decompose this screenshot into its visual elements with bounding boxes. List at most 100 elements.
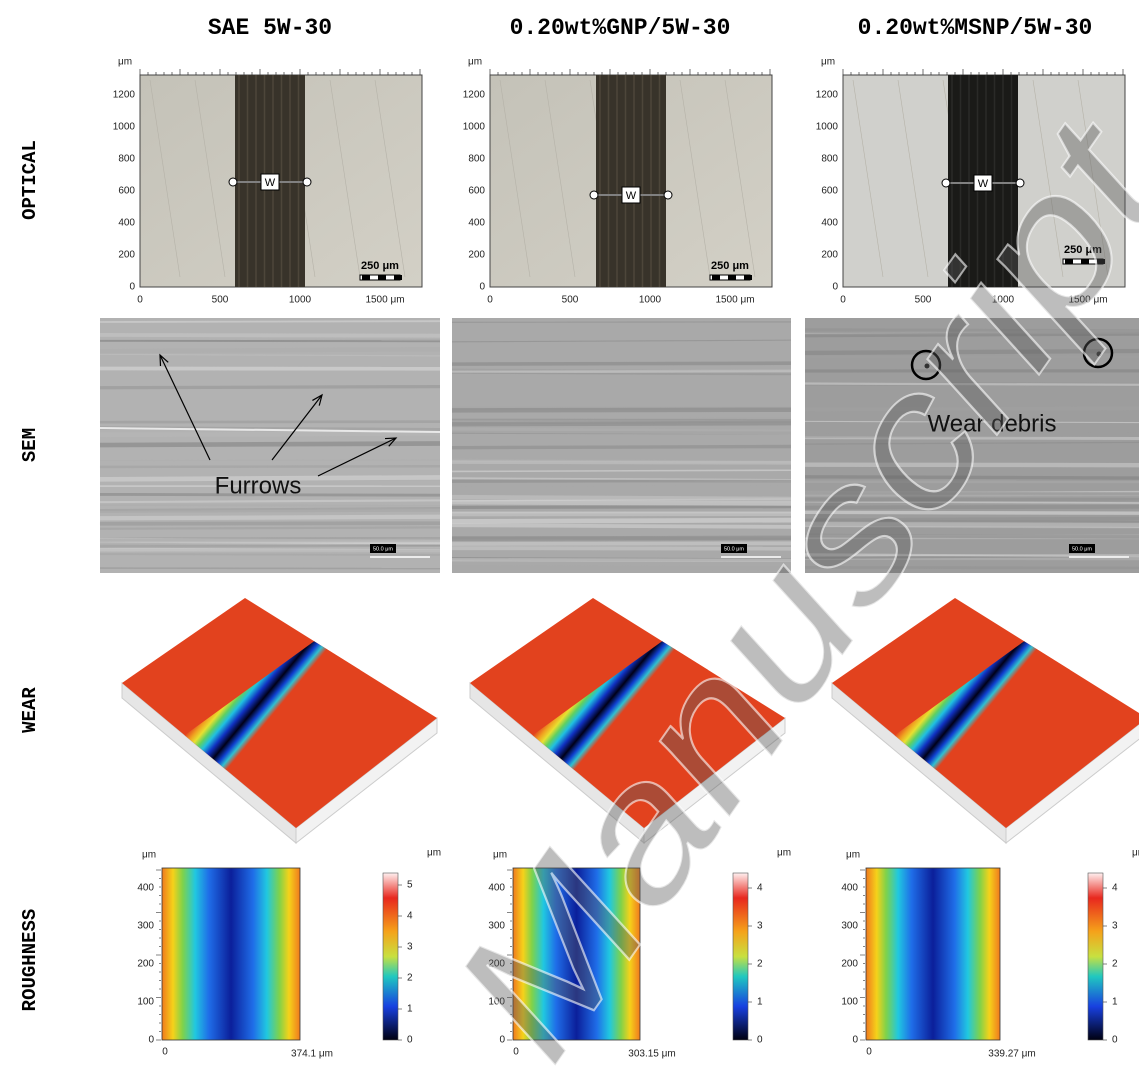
- texture: [452, 483, 791, 485]
- colorbar-tick-label: 1: [757, 997, 763, 1008]
- colorbar-tick-label: 2: [757, 959, 763, 970]
- height-map: [866, 868, 1000, 1040]
- y-tick-label: 800: [118, 154, 135, 165]
- x-tick-label: 1500 μm: [365, 295, 404, 306]
- y-tick-label: 0: [148, 1035, 154, 1046]
- y-tick-label: 200: [821, 250, 838, 261]
- x-tick-label: 1000: [289, 295, 312, 306]
- y-tick-label: 1200: [463, 90, 486, 101]
- colorbar-tick-label: 1: [1112, 997, 1118, 1008]
- colorbar-tick-label: 4: [1112, 883, 1118, 894]
- texture: [100, 510, 440, 511]
- measure-label: W: [626, 190, 637, 202]
- x-tick-label: 0: [866, 1047, 872, 1058]
- colorbar-tick-label: 0: [1112, 1035, 1118, 1046]
- column-title: SAE 5W-30: [208, 15, 332, 41]
- x-tick-label: 1000: [639, 295, 662, 306]
- colorbar: [733, 873, 748, 1040]
- y-tick-label: 300: [137, 921, 154, 932]
- y-tick-label: 200: [118, 250, 135, 261]
- y-tick-label: 400: [841, 883, 858, 894]
- x-tick-label: 0: [840, 295, 846, 306]
- scale-label: 250 μm: [711, 260, 749, 272]
- colorbar-unit: μm: [777, 848, 791, 859]
- measure-label: W: [265, 177, 276, 189]
- x-tick-label: 1500 μm: [715, 295, 754, 306]
- column-title: 0.20wt%GNP/5W-30: [510, 15, 731, 41]
- y-tick-label: 200: [137, 959, 154, 970]
- scale-bar-seg: [744, 275, 752, 280]
- texture: [100, 335, 440, 336]
- texture: [100, 568, 440, 569]
- colorbar-tick-label: 3: [407, 942, 413, 953]
- y-tick-label: 600: [821, 186, 838, 197]
- row-label: ROUGHNESS: [19, 909, 41, 1012]
- texture: [100, 422, 440, 423]
- colorbar-tick-label: 1: [407, 1004, 413, 1015]
- colorbar-unit: μm: [1132, 848, 1139, 859]
- y-tick-label: 400: [468, 218, 485, 229]
- unit-label: μm: [846, 850, 860, 861]
- scale-label: 50.0 μm: [373, 546, 393, 552]
- colorbar-tick-label: 0: [757, 1035, 763, 1046]
- measure-end: [942, 179, 950, 187]
- colorbar-tick-label: 4: [407, 911, 413, 922]
- y-tick-label: 100: [841, 997, 858, 1008]
- column-title: 0.20wt%MSNP/5W-30: [858, 15, 1093, 41]
- y-tick-label: 300: [841, 921, 858, 932]
- x-tick-label: 0: [162, 1047, 168, 1058]
- x-tick-label: 374.1 μm: [291, 1049, 333, 1060]
- texture: [100, 387, 440, 388]
- unit-label: μm: [118, 57, 132, 68]
- unit-label: μm: [142, 850, 156, 861]
- y-tick-label: 100: [137, 997, 154, 1008]
- scale-bar-seg: [378, 275, 386, 280]
- colorbar-tick-label: 4: [757, 883, 763, 894]
- y-tick-label: 800: [821, 154, 838, 165]
- texture: [452, 363, 791, 364]
- texture: [100, 433, 440, 434]
- y-tick-label: 1200: [816, 90, 839, 101]
- y-tick-label: 600: [118, 186, 135, 197]
- y-tick-label: 0: [852, 1035, 858, 1046]
- height-map: [162, 868, 300, 1040]
- y-tick-label: 200: [841, 959, 858, 970]
- texture: [452, 462, 791, 463]
- row-label: SEM: [19, 428, 41, 462]
- colorbar-tick-label: 3: [1112, 921, 1118, 932]
- row-label: WEAR: [19, 687, 41, 733]
- scale-bar-seg: [712, 275, 720, 280]
- measure-end: [229, 178, 237, 186]
- scale-bar-seg: [362, 275, 370, 280]
- scale-bar-seg: [394, 275, 402, 280]
- x-tick-label: 0: [137, 295, 143, 306]
- texture: [452, 446, 791, 447]
- texture: [100, 443, 440, 445]
- y-tick-label: 0: [832, 282, 838, 293]
- texture: [100, 540, 440, 541]
- y-tick-label: 200: [468, 250, 485, 261]
- y-tick-label: 400: [821, 218, 838, 229]
- scale-label: 50.0 μm: [1072, 546, 1092, 552]
- colorbar: [1088, 873, 1103, 1040]
- wear-track: [596, 75, 666, 287]
- y-tick-label: 1000: [463, 122, 486, 133]
- colorbar-tick-label: 2: [1112, 959, 1118, 970]
- texture: [452, 454, 791, 455]
- row-label: OPTICAL: [19, 140, 41, 220]
- measure-end: [664, 191, 672, 199]
- y-tick-label: 400: [137, 883, 154, 894]
- texture: [100, 523, 440, 524]
- y-tick-label: 400: [118, 218, 135, 229]
- scale-label: 250 μm: [361, 260, 399, 272]
- unit-label: μm: [468, 57, 482, 68]
- colorbar: [383, 873, 398, 1040]
- texture: [100, 321, 440, 322]
- texture: [452, 497, 791, 499]
- texture: [100, 466, 440, 467]
- unit-label: μm: [821, 57, 835, 68]
- x-tick-label: 339.27 μm: [988, 1049, 1035, 1060]
- texture: [452, 430, 791, 432]
- y-tick-label: 0: [479, 282, 485, 293]
- x-tick-label: 500: [212, 295, 229, 306]
